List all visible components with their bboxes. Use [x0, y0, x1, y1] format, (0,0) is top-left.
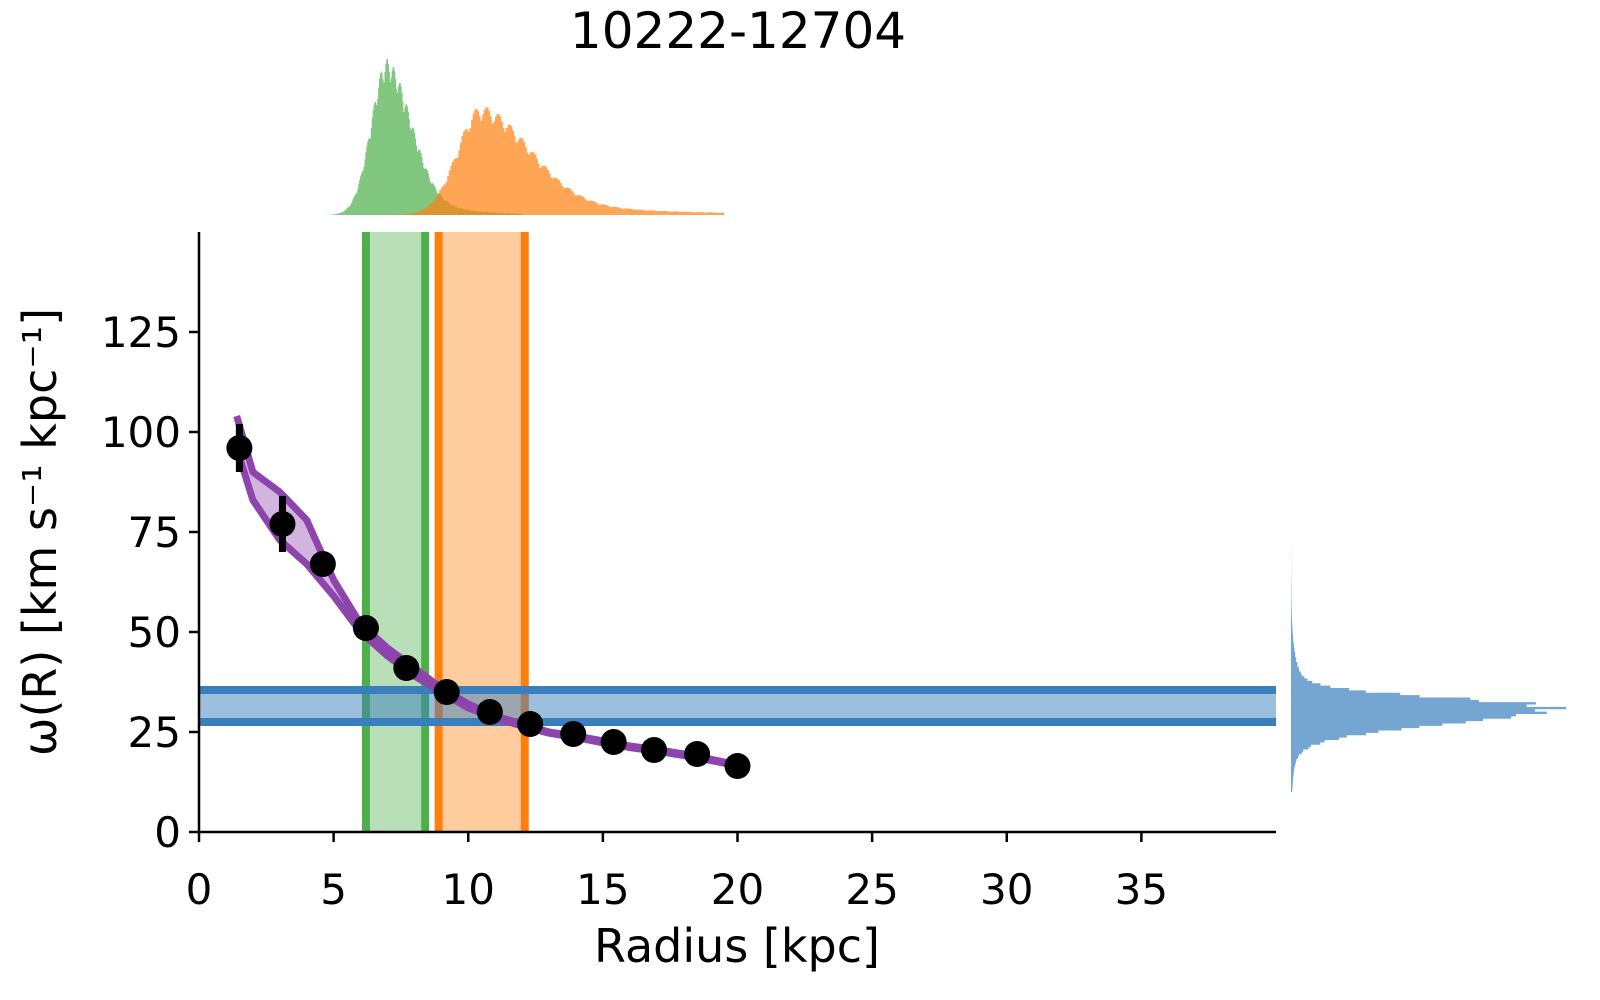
- data-point: [517, 711, 544, 737]
- data-point: [352, 615, 379, 641]
- data-point: [641, 737, 668, 763]
- y-tick-label: 25: [128, 708, 181, 757]
- right-histogram: [1291, 532, 1567, 792]
- x-tick-label: 10: [442, 865, 495, 914]
- data-point: [309, 551, 336, 577]
- chart-title: 10222-12704: [570, 2, 906, 60]
- top-marginal-histograms: [322, 59, 725, 215]
- x-tick-label: 25: [845, 865, 898, 914]
- x-tick-label: 15: [576, 865, 629, 914]
- top-histogram-0: [322, 59, 523, 215]
- data-point: [684, 741, 711, 767]
- y-tick-label: 100: [101, 408, 181, 457]
- y-tick-label: 125: [101, 308, 181, 357]
- data-point: [433, 679, 460, 705]
- x-tick-label: 20: [711, 865, 764, 914]
- vertical-band-1: [438, 232, 525, 832]
- data-point: [393, 655, 420, 681]
- data-point: [724, 753, 751, 779]
- x-axis-label: Radius [kpc]: [594, 919, 880, 973]
- x-ticks: 0 5 10 15 20 25 30 35: [186, 832, 1168, 914]
- x-tick-label: 30: [980, 865, 1033, 914]
- y-tick-label: 50: [128, 608, 181, 657]
- y-axis-label: ω(R) [km s⁻¹ kpc⁻¹]: [13, 308, 67, 756]
- x-tick-label: 35: [1115, 865, 1168, 914]
- vertical-band-0: [365, 232, 426, 832]
- data-point: [226, 435, 253, 461]
- horizontal-band: [199, 690, 1276, 722]
- right-marginal-histogram: [1291, 532, 1567, 792]
- top-histogram-1: [374, 107, 725, 215]
- data-point: [476, 699, 503, 725]
- shaded-bands: [199, 232, 1276, 832]
- y-tick-label: 0: [154, 808, 181, 857]
- y-tick-label: 75: [128, 508, 181, 557]
- data-points: [226, 424, 751, 779]
- data-point: [600, 729, 627, 755]
- data-point: [560, 721, 587, 747]
- axes: [197, 232, 1276, 834]
- y-ticks: 0 25 50 75 100 125: [101, 308, 199, 857]
- x-tick-label: 5: [320, 865, 347, 914]
- data-point: [269, 511, 296, 537]
- x-tick-label: 0: [186, 865, 213, 914]
